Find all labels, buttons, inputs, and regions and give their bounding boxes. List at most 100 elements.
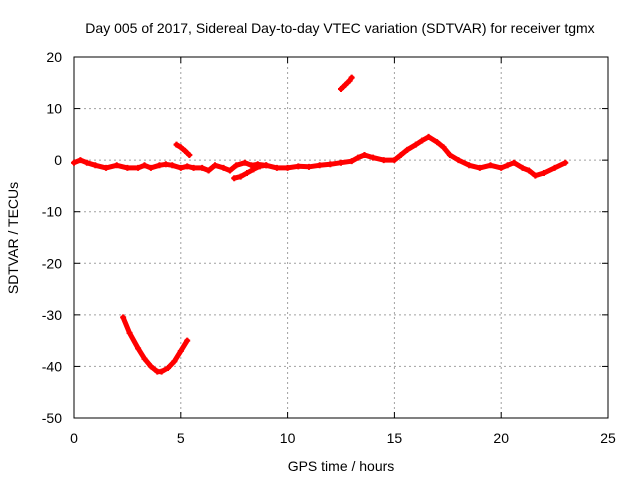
data-point — [83, 159, 90, 166]
data-point — [103, 164, 110, 171]
data-point — [147, 164, 154, 171]
data-point — [361, 151, 368, 158]
data-point — [226, 167, 233, 174]
data-point — [425, 133, 432, 140]
data-point — [156, 162, 163, 169]
data-point — [466, 162, 473, 169]
data-point — [241, 159, 248, 166]
data-point — [77, 157, 84, 164]
chart-title: Day 005 of 2017, Sidereal Day-to-day VTE… — [85, 20, 594, 36]
data-point — [511, 159, 518, 166]
series-trace — [71, 134, 568, 179]
x-tick-label: 5 — [177, 430, 185, 446]
data-point — [404, 146, 411, 153]
data-point — [256, 163, 263, 170]
data-point — [338, 85, 344, 92]
data-point — [397, 151, 404, 158]
data-point — [184, 163, 191, 170]
series-main-track — [71, 133, 569, 179]
y-tick-label: 10 — [46, 101, 62, 117]
data-point — [169, 162, 176, 169]
series-segment-12h — [338, 74, 355, 92]
y-axis: -50 -40 -30 -20 -10 0 10 20 — [42, 49, 608, 426]
x-tick-label: 15 — [387, 430, 403, 446]
data-point — [231, 175, 238, 182]
data-point — [71, 159, 77, 166]
series-trace — [338, 75, 355, 92]
data-point — [233, 162, 240, 169]
data-point — [182, 147, 189, 154]
series-segment-8h — [231, 162, 270, 182]
data-point — [237, 173, 244, 180]
data-point — [173, 141, 180, 148]
data-point — [487, 162, 494, 169]
data-point — [446, 151, 453, 158]
y-tick-label: -50 — [42, 410, 62, 426]
data-point — [248, 162, 255, 169]
series-arc-segment — [120, 314, 191, 375]
data-point — [498, 164, 505, 171]
data-point — [244, 170, 251, 177]
data-point — [391, 157, 398, 164]
y-tick-label: -20 — [42, 255, 62, 271]
data-point — [562, 159, 569, 166]
y-tick-label: 20 — [46, 49, 62, 65]
data-point — [412, 141, 419, 148]
y-tick-label: -30 — [42, 307, 62, 323]
data-point — [504, 162, 511, 169]
grid-lines — [74, 57, 608, 418]
data-point — [532, 172, 539, 179]
data-point — [355, 154, 362, 161]
data-point — [316, 162, 323, 169]
data-point — [211, 162, 218, 169]
data-point — [346, 77, 353, 84]
data-point — [250, 166, 257, 173]
y-tick-label: 0 — [54, 152, 62, 168]
data-point — [273, 164, 280, 171]
series-trace — [120, 314, 190, 375]
data-point — [525, 167, 532, 174]
data-point — [551, 164, 558, 171]
data-point — [455, 157, 462, 164]
data-point — [177, 144, 184, 151]
data-point — [135, 345, 142, 352]
series-trace — [174, 142, 192, 158]
data-point — [440, 144, 447, 151]
x-tick-label: 20 — [493, 430, 509, 446]
data-point — [141, 162, 148, 169]
data-point — [342, 81, 349, 88]
data-point — [220, 164, 227, 171]
data-point — [295, 163, 302, 170]
data-point — [540, 170, 547, 177]
y-axis-label: SDTVAR / TECUs — [5, 182, 21, 294]
data-point — [327, 161, 334, 168]
data-point — [305, 163, 312, 170]
x-tick-label: 10 — [280, 430, 296, 446]
data-point — [141, 355, 148, 362]
data-point — [124, 164, 131, 171]
data-point — [158, 368, 165, 375]
data-point — [113, 162, 120, 169]
x-axis-label: GPS time / hours — [288, 458, 395, 474]
data-point — [338, 159, 344, 166]
data-series — [71, 74, 569, 375]
plot-frame — [73, 56, 609, 419]
data-point — [126, 329, 133, 336]
series-segment-5h — [173, 141, 193, 158]
data-point — [419, 137, 426, 144]
data-point — [186, 151, 193, 158]
x-tick-label: 25 — [600, 430, 616, 446]
data-point — [370, 154, 377, 161]
x-axis: 0 5 10 15 20 25 — [70, 57, 616, 446]
data-point — [205, 167, 212, 174]
data-point — [147, 363, 154, 370]
x-tick-label: 0 — [70, 430, 78, 446]
data-point — [177, 164, 184, 171]
data-point — [135, 164, 142, 171]
data-point — [284, 164, 291, 171]
data-point — [92, 162, 99, 169]
data-point — [184, 337, 191, 344]
data-point — [190, 164, 197, 171]
y-tick-label: -40 — [42, 358, 62, 374]
data-point — [263, 162, 270, 169]
